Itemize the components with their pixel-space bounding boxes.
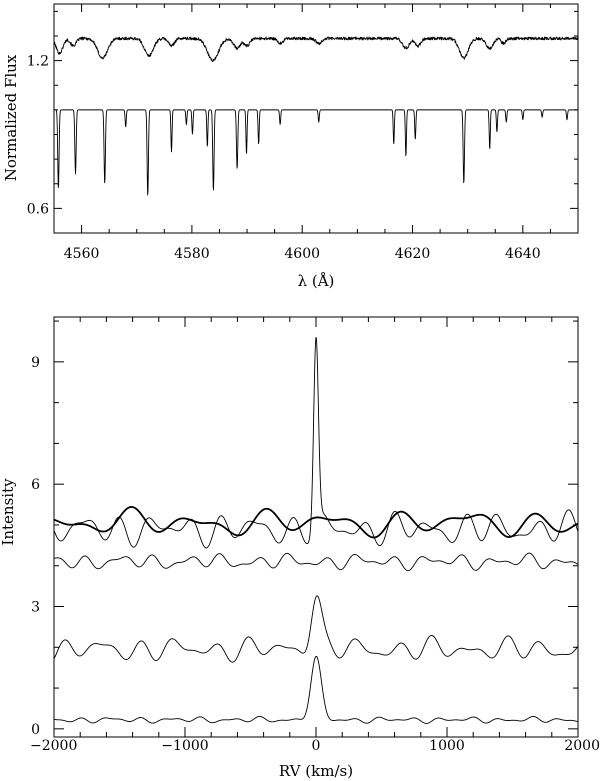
top-x-tick-label: 4620 (395, 246, 431, 262)
bottom-x-tick-label: −1000 (161, 738, 208, 754)
top-y-axis-label: Normalized Flux (2, 54, 20, 181)
top-x-axis-label: λ (Å) (298, 272, 335, 290)
observed-spectrum-line (53, 36, 579, 62)
bottom-x-tick-label: −2000 (30, 738, 77, 754)
bottom-x-tick-label: 0 (312, 738, 321, 754)
bottom-x-axis-label: RV (km/s) (279, 762, 353, 780)
bottom-y-tick-label: 6 (31, 477, 40, 493)
top-x-tick-label: 4580 (174, 246, 210, 262)
top-y-tick-label: 0.6 (27, 201, 49, 217)
top-panel: 4560 4580 4600 4620 4640 0.6 1.2 λ (Å) Normali… (2, 3, 579, 290)
bottom-y-tick-label: 0 (31, 722, 40, 738)
top-spectra (53, 36, 579, 196)
ccf-bold-curve (53, 506, 579, 539)
bottom-y-tick-label: 3 (31, 600, 40, 616)
bottom-ccf-curves (53, 336, 579, 724)
ccf-curve-2 (53, 595, 579, 663)
top-x-tick-label: 4640 (505, 246, 541, 262)
bottom-x-tick-label: 2000 (564, 738, 600, 754)
bottom-y-axis-label: Intensity (0, 478, 17, 546)
ccf-thin-curve (53, 336, 579, 549)
template-spectrum-line (53, 109, 579, 196)
bottom-plot-frame (53, 316, 579, 738)
bottom-panel: −2000 −1000 0 1000 2000 0 3 6 9 RV (km/s) Intens… (0, 316, 600, 780)
top-y-tick-label: 1.2 (27, 54, 49, 70)
top-axis-ticks: 4560 4580 4600 4620 4640 0.6 1.2 (27, 4, 579, 262)
top-x-tick-label: 4600 (284, 246, 320, 262)
bottom-x-tick-label: 1000 (429, 738, 465, 754)
ccf-curve-bottom (53, 655, 579, 724)
top-x-tick-label: 4560 (64, 246, 100, 262)
top-plot-frame (53, 3, 579, 234)
ccf-curve-4 (53, 552, 579, 572)
bottom-y-tick-label: 9 (31, 355, 40, 371)
